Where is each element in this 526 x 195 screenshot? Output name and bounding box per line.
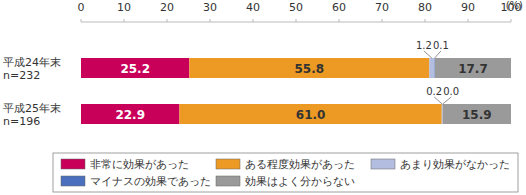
category-label-line: n=232 bbox=[3, 69, 40, 82]
category-label-line: 平成25年末 bbox=[3, 102, 61, 115]
legend-swatch bbox=[216, 159, 240, 169]
x-tick-label: 30 bbox=[203, 1, 217, 14]
x-tick-label: 80 bbox=[418, 1, 432, 14]
legend-swatch bbox=[371, 159, 395, 169]
bar-segment bbox=[179, 104, 441, 124]
legend: 非常に効果があった ある程度効果があった あまり効果がなかったマイナスの効果であった… bbox=[53, 153, 518, 192]
data-label: 17.7 bbox=[458, 62, 488, 76]
x-tick bbox=[339, 19, 340, 22]
x-tick-label: 90 bbox=[461, 1, 475, 14]
bar-segment bbox=[81, 104, 179, 124]
bar-segment bbox=[429, 58, 434, 78]
category-label-line: n=196 bbox=[3, 115, 40, 128]
chart-root: 0102030405060708090100(%)平成24年末n=232平成25… bbox=[0, 0, 526, 195]
bar-segment bbox=[443, 104, 511, 124]
legend-label: 効果はよく分からない bbox=[245, 175, 355, 187]
category-label: 平成25年末n=196 bbox=[3, 102, 61, 128]
x-tick-label: 40 bbox=[246, 1, 260, 14]
data-labels: 25.2 55.8 17.7 1.20.1 22.9 61.0 15.9 0.20.0 bbox=[115, 40, 491, 122]
legend-swatch bbox=[61, 159, 85, 169]
x-tick-label: 50 bbox=[289, 1, 303, 14]
bars bbox=[81, 58, 511, 124]
x-tick bbox=[468, 19, 469, 22]
data-label-leader bbox=[443, 97, 452, 104]
legend-label: 非常に効果があった bbox=[90, 158, 189, 170]
data-label: 25.2 bbox=[120, 62, 150, 76]
bar-segment bbox=[189, 58, 429, 78]
bar-segment bbox=[435, 58, 511, 78]
x-tick bbox=[253, 19, 254, 22]
x-tick-label: 60 bbox=[332, 1, 346, 14]
legend-swatch bbox=[61, 176, 85, 186]
chart-svg: 0102030405060708090100(%)平成24年末n=232平成25… bbox=[0, 0, 526, 195]
category-label: 平成24年末n=232 bbox=[3, 56, 61, 82]
x-tick bbox=[167, 19, 168, 22]
x-tick-label: 10 bbox=[117, 1, 131, 14]
x-axis-title: (%) bbox=[506, 0, 523, 11]
x-tick bbox=[382, 19, 383, 22]
x-tick bbox=[210, 19, 211, 22]
data-label-leader bbox=[434, 97, 442, 104]
legend-label: マイナスの効果であった bbox=[90, 175, 211, 187]
data-label-leader bbox=[424, 51, 432, 58]
data-label: 0.2 bbox=[426, 86, 442, 97]
legend-label: あまり効果がなかった bbox=[400, 158, 510, 170]
data-label-leader bbox=[435, 51, 441, 58]
data-label: 22.9 bbox=[115, 108, 145, 122]
x-tick bbox=[511, 19, 512, 22]
x-tick bbox=[296, 19, 297, 22]
x-tick-label: 0 bbox=[78, 1, 85, 14]
x-tick bbox=[81, 19, 82, 22]
data-label: 1.2 bbox=[416, 40, 432, 51]
data-label: 0.1 bbox=[433, 40, 449, 51]
legend-label: ある程度効果があった bbox=[245, 158, 355, 170]
data-label: 0.0 bbox=[443, 86, 459, 97]
legend-frame bbox=[53, 153, 518, 192]
x-axis: 0102030405060708090100 bbox=[78, 1, 522, 22]
legend-swatch bbox=[216, 176, 240, 186]
x-tick bbox=[124, 19, 125, 22]
data-label: 15.9 bbox=[462, 108, 492, 122]
x-tick-label: 70 bbox=[375, 1, 389, 14]
x-tick-label: 20 bbox=[160, 1, 174, 14]
data-label: 55.8 bbox=[295, 62, 325, 76]
data-label: 61.0 bbox=[296, 108, 326, 122]
x-tick bbox=[425, 19, 426, 22]
category-label-line: 平成24年末 bbox=[3, 56, 61, 69]
bar-segment bbox=[81, 58, 189, 78]
